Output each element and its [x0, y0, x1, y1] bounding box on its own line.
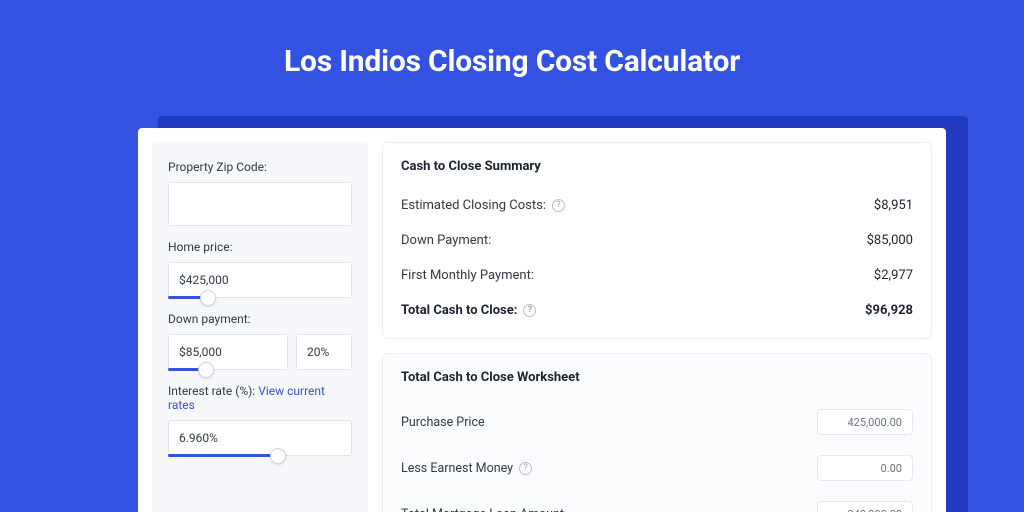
down-payment-label: Down payment:: [168, 312, 352, 326]
interest-slider-thumb[interactable]: [270, 448, 286, 464]
summary-row-value: $96,928: [865, 303, 913, 318]
down-payment-pct-input[interactable]: 20%: [296, 334, 352, 370]
down-payment-slider-thumb[interactable]: [198, 362, 214, 378]
inputs-sidebar: Property Zip Code: Home price: $425,000 …: [152, 142, 368, 512]
interest-slider[interactable]: 6.960%: [168, 420, 352, 456]
summary-row: First Monthly Payment: $2,977: [401, 258, 913, 293]
summary-row-value: $8,951: [874, 198, 913, 213]
summary-row-label: Down Payment:: [401, 233, 491, 248]
summary-title: Cash to Close Summary: [401, 159, 913, 174]
interest-input[interactable]: 6.960%: [168, 420, 352, 456]
summary-row-label: Estimated Closing Costs:: [401, 198, 546, 213]
home-price-input[interactable]: $425,000: [168, 262, 352, 298]
worksheet-row: Less Earnest Money? 0.00: [401, 445, 913, 491]
worksheet-rows: Purchase Price 425,000.00 Less Earnest Mon…: [401, 399, 913, 512]
help-icon[interactable]: ?: [519, 462, 532, 475]
worksheet-row-value[interactable]: 425,000.00: [817, 409, 913, 435]
interest-label-text: Interest rate (%):: [168, 384, 258, 398]
worksheet-title: Total Cash to Close Worksheet: [401, 370, 913, 385]
worksheet-row: Purchase Price 425,000.00: [401, 399, 913, 445]
summary-row-value: $2,977: [874, 268, 913, 283]
worksheet-row-value[interactable]: 340,000.00: [817, 501, 913, 512]
summary-row-label: First Monthly Payment:: [401, 268, 534, 283]
summary-row: Down Payment: $85,000: [401, 223, 913, 258]
help-icon[interactable]: ?: [552, 199, 565, 212]
help-icon[interactable]: ?: [523, 304, 536, 317]
worksheet-row: Total Mortgage Loan Amount 340,000.00: [401, 491, 913, 512]
worksheet-row-label: Purchase Price: [401, 415, 485, 430]
calculator-card: Property Zip Code: Home price: $425,000 …: [138, 128, 946, 512]
worksheet-row-value[interactable]: 0.00: [817, 455, 913, 481]
summary-row: Total Cash to Close:? $96,928: [401, 293, 913, 328]
summary-panel: Cash to Close Summary Estimated Closing …: [382, 142, 932, 339]
worksheet-panel: Total Cash to Close Worksheet Purchase P…: [382, 353, 932, 512]
home-price-label: Home price:: [168, 240, 352, 254]
interest-label: Interest rate (%): View current rates: [168, 384, 352, 412]
worksheet-row-label: Total Mortgage Loan Amount: [401, 507, 564, 512]
summary-row-label: Total Cash to Close:: [401, 303, 517, 318]
zip-input[interactable]: [168, 182, 352, 226]
interest-slider-fill: [168, 454, 278, 457]
summary-row: Estimated Closing Costs:? $8,951: [401, 188, 913, 223]
home-price-slider-thumb[interactable]: [200, 290, 216, 306]
worksheet-row-label: Less Earnest Money: [401, 461, 513, 476]
home-price-slider[interactable]: $425,000: [168, 262, 352, 298]
page-title: Los Indios Closing Cost Calculator: [0, 0, 1024, 79]
results-column: Cash to Close Summary Estimated Closing …: [382, 142, 932, 512]
zip-label: Property Zip Code:: [168, 160, 352, 174]
down-payment-slider[interactable]: $85,000: [168, 334, 288, 370]
summary-rows: Estimated Closing Costs:? $8,951 Down Paym…: [401, 188, 913, 328]
down-payment-input[interactable]: $85,000: [168, 334, 288, 370]
summary-row-value: $85,000: [867, 233, 913, 248]
